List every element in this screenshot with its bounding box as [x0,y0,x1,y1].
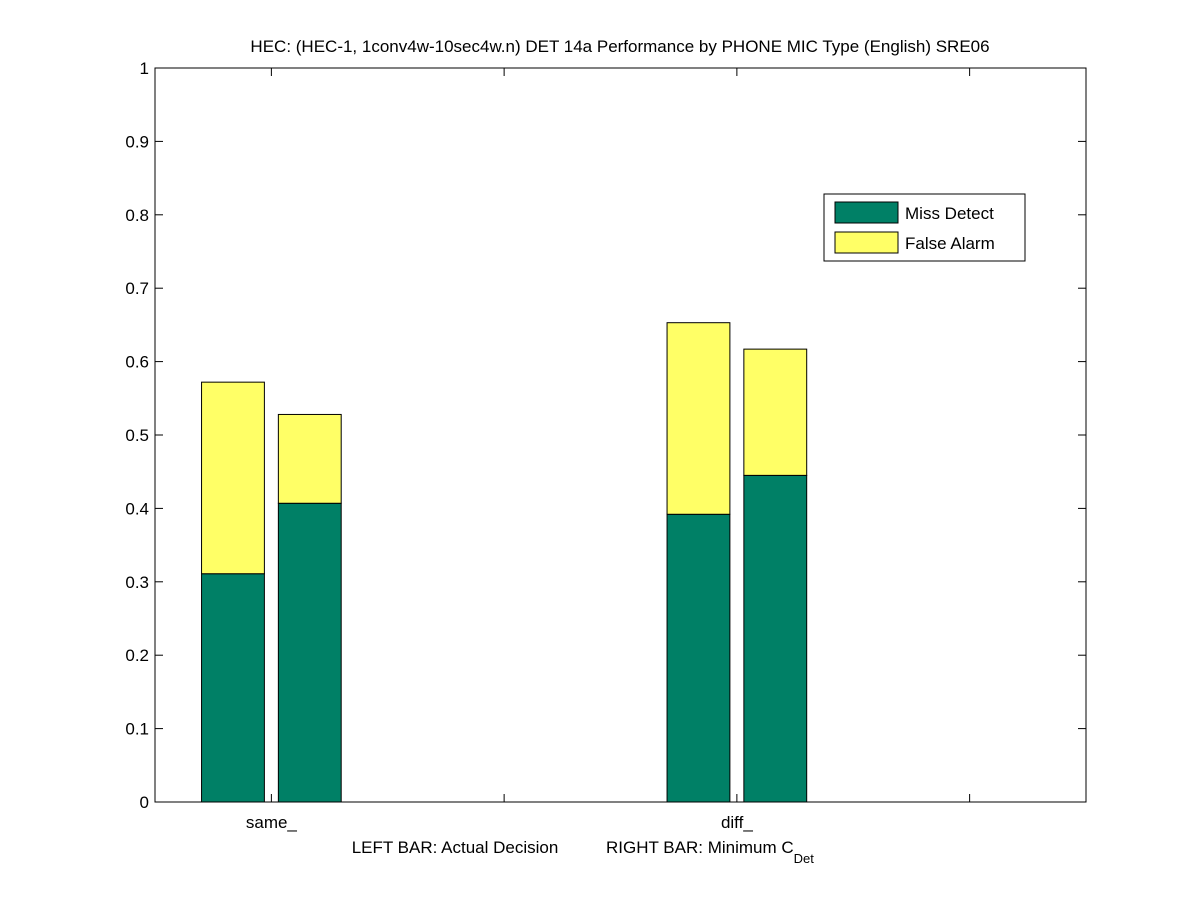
bar-same-actual-miss-detect [201,573,265,803]
bar-same-minimum-miss-detect [277,502,342,803]
x-tick-label-same: same_ [246,813,298,832]
bar-diff-minimum-miss-detect [743,474,808,803]
y-tick-label: 0.6 [125,353,149,372]
y-tick-label: 0.8 [125,206,149,225]
plot-area: 0 0.1 0.2 0.3 0.4 0.5 0.6 0.7 0.8 0.9 1 same_ diff_ [125,59,1087,832]
bar-diff-actual-miss-detect [666,513,731,803]
y-tick-label: 0.5 [125,426,149,445]
bar-same-minimum-false-alarm [277,413,342,504]
y-tick-label: 0.9 [125,132,149,151]
x-tick-label-diff: diff_ [721,813,753,832]
legend-label-false-alarm: False Alarm [905,234,995,253]
y-tick-label: 0.2 [125,646,149,665]
y-tick-label: 1 [140,59,149,78]
legend-swatch-miss-detect [834,201,899,224]
bar-diff-actual-false-alarm [666,322,731,515]
y-tick-label: 0.7 [125,279,149,298]
bar-diff-minimum-false-alarm [743,348,808,476]
legend-label-miss-detect: Miss Detect [905,204,994,223]
x-axis-label-right-subscript: Det [794,851,815,866]
legend: Miss Detect False Alarm [823,193,1026,262]
legend-swatch-false-alarm [834,231,899,254]
y-tick-label: 0.3 [125,573,149,592]
y-tick-label: 0 [140,793,149,812]
x-axis-label: LEFT BAR: Actual Decision RIGHT BAR: Min… [352,838,815,866]
x-axis-label-right: RIGHT BAR: Minimum CDet [606,838,814,866]
bar-same-actual-false-alarm [201,381,265,575]
chart-title: HEC: (HEC-1, 1conv4w-10sec4w.n) DET 14a … [250,37,989,56]
y-tick-label: 0.1 [125,720,149,739]
x-axis-label-right-main: RIGHT BAR: Minimum C [606,838,794,857]
y-tick-label: 0.4 [125,499,149,518]
x-axis-label-left: LEFT BAR: Actual Decision [352,838,559,857]
